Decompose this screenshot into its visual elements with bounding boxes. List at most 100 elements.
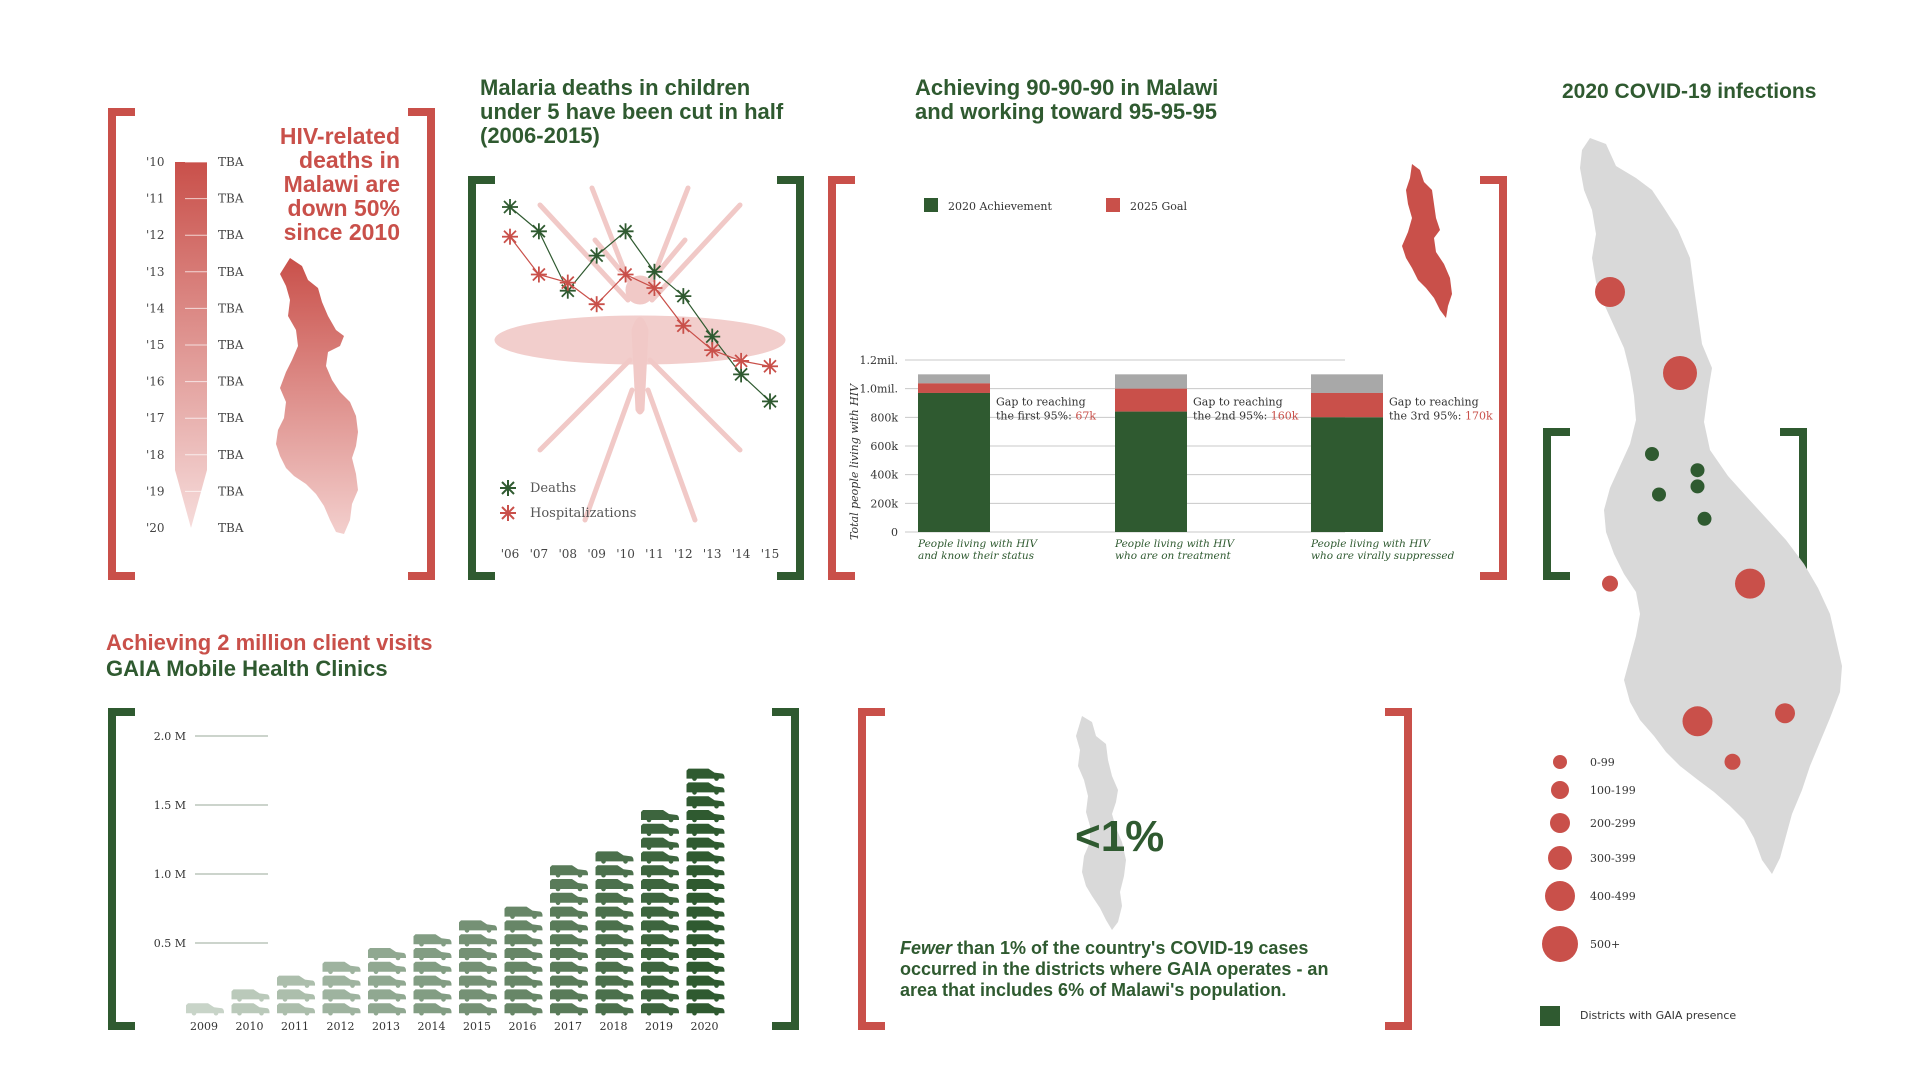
gaia-district-point	[1690, 463, 1705, 478]
malaria-point	[617, 266, 634, 283]
vehicle-icon	[595, 975, 634, 988]
vehicle-icon	[550, 920, 588, 933]
vehicle-icon	[413, 961, 452, 975]
vehicle-icon	[231, 1003, 270, 1016]
hiv90-gap-label: the 2nd 95%: 160k	[1193, 409, 1299, 422]
covidmap-bracket-left	[1543, 428, 1570, 580]
vehicle-icon	[186, 1003, 224, 1016]
vehicle-icon	[686, 865, 725, 878]
hiv-year-label: '14	[146, 301, 165, 315]
hiv-headline-line: Malawi are	[283, 171, 400, 197]
vehicle-icon	[641, 975, 679, 988]
malaria-x-tick: '13	[703, 547, 722, 561]
visits-x-tick: 2011	[281, 1020, 309, 1033]
hiv-bracket-left	[108, 108, 135, 580]
visits-bar	[459, 920, 497, 1016]
hiv90-category-label: People living with HIV	[1114, 538, 1236, 550]
covid-legend-swatch	[1551, 781, 1569, 799]
covid-share-emphasis: Fewer	[900, 938, 953, 958]
covid-legend-label: 300-399	[1590, 852, 1636, 865]
malaria-point	[502, 199, 518, 215]
covid-share-stat: <1%	[1075, 812, 1165, 861]
hiv90-gap-label: the 3rd 95%: 170k	[1389, 409, 1493, 422]
malaria-title-line: (2006-2015)	[480, 123, 600, 148]
visits-bar	[550, 865, 588, 1016]
hiv90-gap-label: Gap to reaching	[1389, 395, 1479, 408]
visits-y-tick: 0.5 M	[154, 937, 186, 950]
hiv-value-label: TBA	[218, 411, 244, 425]
vehicle-icon	[641, 906, 679, 919]
vehicle-icon	[686, 1003, 725, 1016]
visits-chart: 0.5 M 1.0 M 1.5 M 2.0 M 2009 2010 2011 2012 201…	[154, 730, 725, 1033]
visits-y-tick: 1.0 M	[154, 868, 186, 881]
hiv90-bar-goal-gap	[918, 383, 990, 393]
visits-x-tick: 2014	[418, 1020, 446, 1033]
hiv90-bar-remaining	[1311, 374, 1383, 393]
malaria-point	[762, 393, 778, 410]
visits-y-tick: 2.0 M	[154, 730, 186, 743]
malaria-x-tick: '09	[587, 547, 606, 561]
malaria-point	[704, 328, 721, 345]
malaria-point	[675, 317, 692, 334]
hiv-value-label: TBA	[218, 301, 244, 315]
visits-bracket-left	[108, 708, 135, 1030]
visits-bracket-right	[772, 708, 799, 1030]
vehicle-icon	[595, 920, 634, 933]
vehicle-icon	[368, 948, 406, 961]
vehicle-icon	[686, 879, 725, 892]
malaria-bracket-left	[468, 176, 495, 580]
covidshare-bracket-left	[858, 708, 885, 1030]
visits-bar	[186, 1003, 224, 1016]
hiv-value-label: TBA	[218, 338, 244, 352]
hiv-headline: HIV-related deaths in Malawi are down 50…	[238, 124, 400, 244]
vehicle-icon	[504, 934, 543, 947]
vehicle-icon	[413, 934, 452, 947]
malaria-point	[646, 263, 663, 280]
malaria-x-tick: '10	[616, 547, 635, 561]
hiv90-gap-value: 160k	[1271, 409, 1299, 422]
covid-legend-swatch	[1542, 926, 1578, 962]
vehicle-icon	[504, 948, 543, 961]
vehicle-icon	[231, 989, 270, 1002]
vehicle-icon	[368, 1003, 406, 1016]
gaia-district-point	[1645, 447, 1659, 461]
vehicle-icon	[641, 961, 679, 975]
visits-title-red: Achieving 2 million client visits	[106, 630, 433, 655]
visits-x-tick: 2016	[509, 1020, 537, 1033]
visits-x-tick: 2017	[554, 1020, 582, 1033]
covid-legend-label: 0-99	[1590, 756, 1615, 769]
legend-achievement-label: 2020 Achievement	[948, 200, 1052, 213]
covid-share-text-line1: than 1% of the country's COVID-19 cases	[952, 938, 1309, 958]
covid-malawi-map	[1580, 138, 1842, 874]
vehicle-icon	[595, 851, 634, 864]
hiv90-gap-label: Gap to reaching	[996, 395, 1086, 408]
malaria-point	[762, 358, 778, 375]
hiv90-category-label: People living with HIV	[1310, 538, 1432, 550]
hiv-headline-line: HIV-related	[279, 123, 400, 149]
malaria-point	[559, 274, 576, 291]
malaria-point	[617, 223, 634, 240]
hiv90-bracket-right	[1480, 176, 1507, 580]
vehicle-icon	[322, 975, 361, 988]
hiv-year-label: '12	[146, 228, 165, 242]
hiv-value-label: TBA	[218, 228, 244, 242]
covid-legend-label: 500+	[1590, 938, 1620, 951]
vehicle-icon	[459, 975, 497, 988]
visits-x-tick: 2015	[463, 1020, 491, 1033]
vehicle-icon	[504, 1003, 543, 1016]
hiv-year-label: '16	[146, 375, 165, 389]
vehicle-icon	[277, 975, 315, 988]
vehicle-icon	[595, 934, 634, 947]
visits-x-tick: 2010	[236, 1020, 264, 1033]
hiv90-malawi-map	[1402, 164, 1452, 318]
visits-y-tick: 1.5 M	[154, 799, 186, 812]
malaria-x-tick: '15	[761, 547, 780, 561]
vehicle-icon	[368, 989, 406, 1002]
malaria-point	[704, 342, 721, 359]
legend-hosp-label: Hospitalizations	[530, 506, 636, 521]
visits-title-green: GAIA Mobile Health Clinics	[106, 656, 388, 681]
covid-case-point	[1724, 753, 1741, 770]
vehicle-icon	[686, 934, 725, 947]
hiv-value-label: TBA	[218, 521, 244, 535]
vehicle-icon	[550, 879, 588, 892]
